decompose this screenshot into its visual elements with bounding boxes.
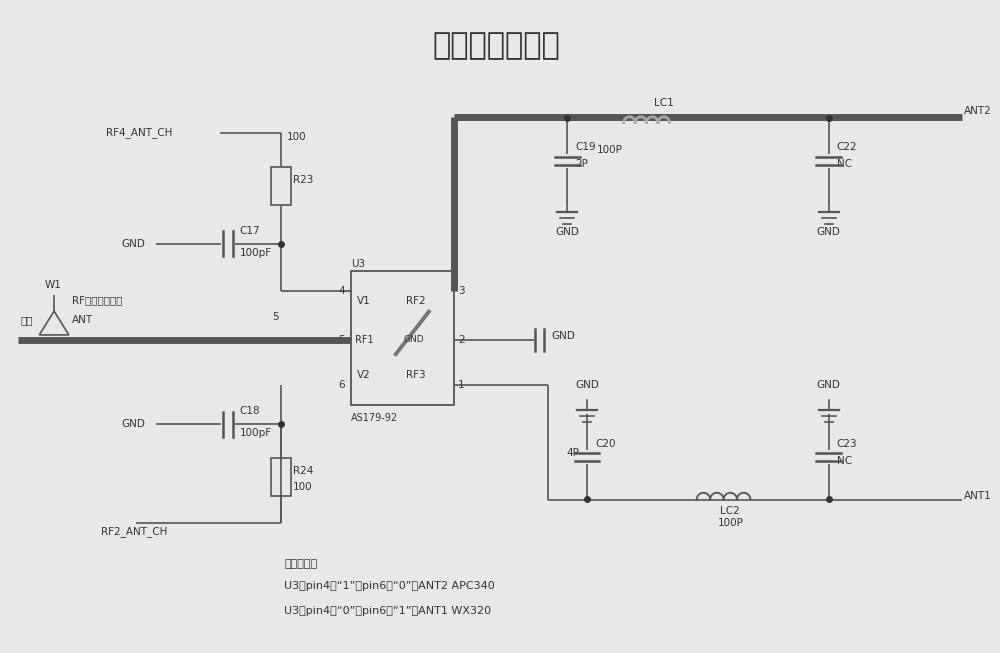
Text: RF模块天线接口: RF模块天线接口 — [72, 295, 122, 305]
Text: C22: C22 — [837, 142, 857, 151]
Text: 3: 3 — [458, 286, 465, 296]
Text: LC1: LC1 — [654, 98, 674, 108]
Text: GND: GND — [817, 227, 841, 237]
Text: ANT1: ANT1 — [964, 490, 992, 501]
Text: 100P: 100P — [717, 518, 743, 528]
Text: 100pF: 100pF — [240, 247, 272, 258]
Text: NC: NC — [837, 159, 852, 169]
Text: 双天线切换电路: 双天线切换电路 — [432, 31, 560, 60]
Text: W1: W1 — [44, 280, 61, 291]
Text: 2P: 2P — [575, 159, 588, 169]
Text: C18: C18 — [240, 406, 260, 416]
Bar — [351, 271, 454, 405]
Text: RF1: RF1 — [355, 335, 373, 345]
Text: 控制逻辑：: 控制逻辑： — [284, 559, 317, 569]
Text: GND: GND — [121, 419, 145, 429]
Text: GND: GND — [575, 379, 599, 389]
Text: GND: GND — [403, 336, 424, 344]
Text: GND: GND — [551, 331, 575, 341]
Bar — [271, 167, 291, 205]
Text: 100: 100 — [293, 482, 313, 492]
Text: 100P: 100P — [597, 144, 623, 155]
Text: GND: GND — [817, 379, 841, 389]
Text: GND: GND — [555, 227, 579, 237]
Text: V2: V2 — [357, 370, 370, 379]
Text: NC: NC — [837, 456, 852, 466]
Text: C17: C17 — [240, 226, 260, 236]
Text: 4: 4 — [338, 286, 345, 296]
Text: RF2_ANT_CH: RF2_ANT_CH — [101, 526, 168, 537]
Bar — [271, 458, 291, 496]
Text: ANT2: ANT2 — [964, 106, 992, 116]
Text: C20: C20 — [595, 439, 615, 449]
Text: ANT: ANT — [72, 315, 93, 325]
Text: V1: V1 — [357, 296, 370, 306]
Text: 2: 2 — [458, 335, 465, 345]
Text: C19: C19 — [575, 142, 596, 151]
Text: U3的pin4为“1”，pin6为“0”：ANT2 APC340: U3的pin4为“1”，pin6为“0”：ANT2 APC340 — [284, 581, 495, 591]
Text: RF2: RF2 — [406, 296, 426, 306]
Text: RF3: RF3 — [406, 370, 426, 379]
Text: 4P: 4P — [566, 448, 579, 458]
Text: 5: 5 — [338, 335, 345, 345]
Text: 100: 100 — [287, 132, 307, 142]
Text: 100pF: 100pF — [240, 428, 272, 438]
Text: 6: 6 — [338, 379, 345, 389]
Text: 1: 1 — [458, 379, 465, 389]
Text: R24: R24 — [293, 466, 313, 476]
Text: RF4_ANT_CH: RF4_ANT_CH — [106, 127, 173, 138]
Text: 天线: 天线 — [21, 315, 33, 325]
Text: 5: 5 — [272, 312, 279, 322]
Text: U3的pin4为“0”，pin6为“1”：ANT1 WX320: U3的pin4为“0”，pin6为“1”：ANT1 WX320 — [284, 605, 491, 616]
Text: U3: U3 — [351, 259, 365, 269]
Text: C23: C23 — [837, 439, 857, 449]
Text: AS179-92: AS179-92 — [351, 413, 398, 422]
Text: LC2: LC2 — [720, 507, 740, 517]
Text: GND: GND — [121, 239, 145, 249]
Text: R23: R23 — [293, 175, 313, 185]
